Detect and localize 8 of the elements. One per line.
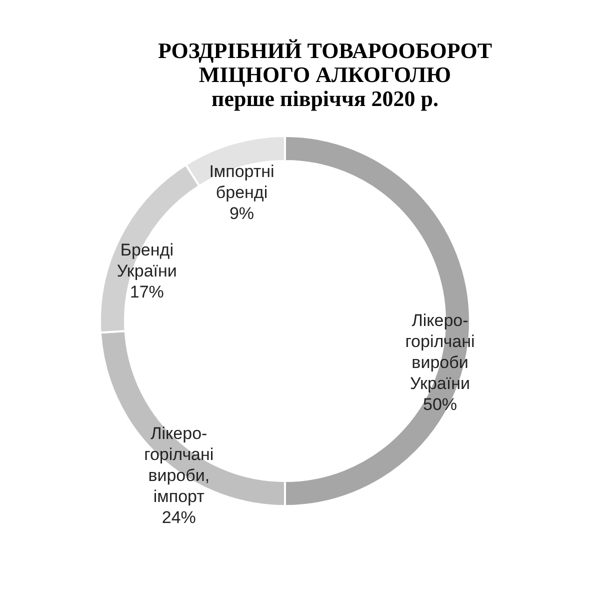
chart-subtitle: перше півріччя 2020 р.: [212, 86, 438, 111]
data-label: 24%: [162, 508, 196, 527]
slice-label: Імпортні бренді: [209, 162, 274, 202]
slice-label: Лікеро- горілчані вироби України: [405, 311, 475, 393]
data-label: 17%: [130, 282, 164, 302]
slice-label: Бренді України: [116, 240, 177, 281]
data-label: 9%: [229, 204, 254, 224]
slice-label: Лікеро- горілчані вироби, імпорт: [144, 424, 214, 506]
